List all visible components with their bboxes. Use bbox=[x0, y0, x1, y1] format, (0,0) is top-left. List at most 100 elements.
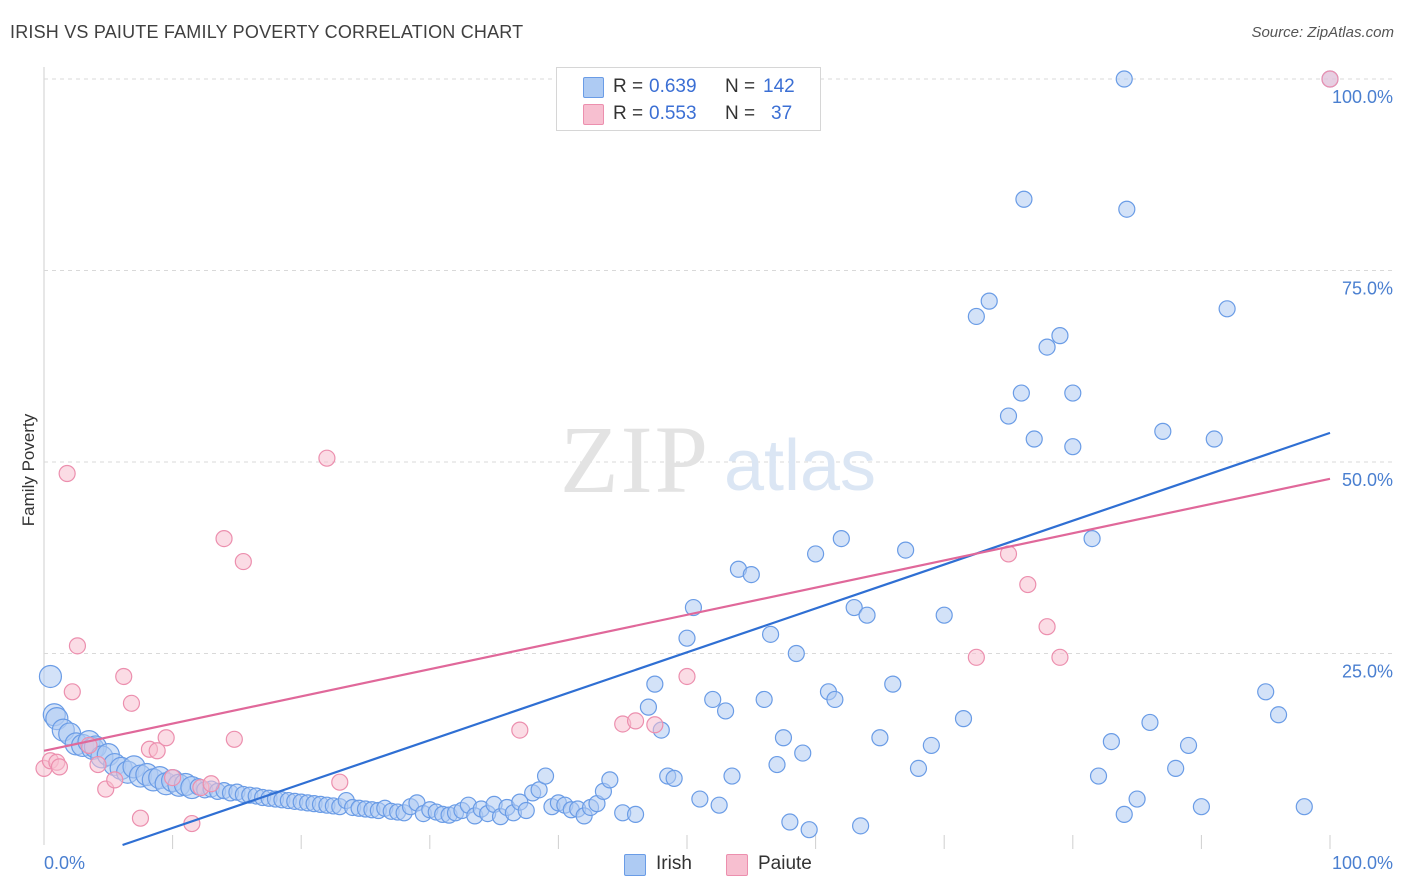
paiute-point bbox=[157, 729, 175, 747]
paiute-point bbox=[131, 809, 150, 827]
irish-point bbox=[1154, 422, 1172, 440]
watermark-zip: ZIP bbox=[560, 406, 710, 513]
legend-r-value: 0.553 bbox=[649, 103, 697, 124]
bottom-legend-paiute-label: Paiute bbox=[758, 853, 812, 874]
irish-point bbox=[806, 545, 825, 563]
irish-point bbox=[1167, 759, 1185, 778]
paiute-point bbox=[89, 755, 107, 774]
irish-point bbox=[536, 767, 555, 785]
paiute-point bbox=[318, 449, 336, 467]
y-tick-labels: 25.0% 50.0% 75.0% 100.0% bbox=[1332, 87, 1393, 682]
paiute-point bbox=[626, 712, 645, 730]
irish-point bbox=[999, 407, 1018, 425]
irish-point bbox=[716, 702, 735, 720]
legend-r-label: R = bbox=[613, 103, 644, 124]
watermark: ZIP atlas bbox=[560, 406, 876, 513]
legend-n-label: N = bbox=[725, 76, 756, 97]
paiute-point bbox=[1321, 70, 1339, 88]
paiute-point bbox=[63, 683, 81, 701]
irish-swatch-icon bbox=[583, 77, 604, 98]
paiute-point bbox=[678, 667, 696, 686]
irish-point bbox=[1179, 736, 1198, 755]
irish-point bbox=[639, 698, 658, 716]
irish-point bbox=[1115, 805, 1133, 823]
irish-point bbox=[1089, 767, 1108, 785]
irish-point bbox=[1295, 798, 1313, 816]
irish-point bbox=[832, 529, 850, 548]
irish-point bbox=[1051, 327, 1069, 345]
paiute-point bbox=[646, 716, 664, 734]
irish-point bbox=[1064, 384, 1082, 402]
irish-point bbox=[517, 801, 535, 820]
paiute-trend-line bbox=[43, 477, 1331, 752]
irish-point bbox=[1038, 338, 1056, 356]
irish-point bbox=[1015, 190, 1033, 208]
paiute-point bbox=[1051, 648, 1069, 666]
y-tick-label: 75.0% bbox=[1342, 279, 1393, 299]
irish-point bbox=[38, 664, 63, 689]
legend-row-irish: R = 0.639 N = 142 bbox=[557, 74, 820, 100]
paiute-swatch-icon bbox=[583, 104, 604, 125]
paiute-point bbox=[202, 775, 220, 793]
trend-lines bbox=[43, 431, 1331, 847]
x-tick-right: 100.0% bbox=[1332, 853, 1393, 873]
legend-r-label: R = bbox=[613, 76, 644, 97]
paiute-point bbox=[50, 758, 69, 776]
irish-point bbox=[1102, 732, 1120, 751]
bottom-legend-paiute[interactable]: Paiute bbox=[726, 852, 836, 876]
irish-point bbox=[1141, 713, 1159, 732]
irish-points bbox=[38, 70, 1339, 839]
paiute-point bbox=[68, 637, 87, 655]
irish-point bbox=[1192, 798, 1211, 816]
paiute-legend-icon bbox=[726, 854, 748, 876]
irish-point bbox=[678, 629, 696, 647]
irish-point bbox=[723, 767, 741, 785]
legend-n-label: N = bbox=[725, 103, 756, 124]
irish-point bbox=[774, 729, 793, 747]
paiute-point bbox=[148, 742, 166, 760]
irish-point bbox=[704, 690, 722, 709]
irish-point bbox=[800, 821, 818, 839]
irish-point bbox=[922, 736, 940, 755]
legend-r-value: 0.639 bbox=[649, 76, 697, 97]
irish-point bbox=[1115, 70, 1133, 88]
irish-point bbox=[1257, 683, 1275, 701]
y-tick-label: 25.0% bbox=[1342, 662, 1393, 682]
irish-point bbox=[967, 307, 985, 326]
paiute-point bbox=[164, 768, 182, 787]
irish-point bbox=[768, 755, 786, 774]
irish-point bbox=[1012, 384, 1030, 402]
grid-lines bbox=[43, 67, 1392, 849]
paiute-point bbox=[967, 648, 985, 666]
paiute-point bbox=[1038, 618, 1056, 636]
bottom-legend-irish-label: Irish bbox=[656, 853, 692, 874]
paiute-point bbox=[58, 464, 76, 483]
irish-point bbox=[755, 690, 773, 709]
source-label: Source: ZipAtlas.com bbox=[1251, 24, 1394, 41]
irish-point bbox=[787, 644, 805, 663]
paiute-point bbox=[215, 529, 233, 548]
irish-point bbox=[1083, 529, 1101, 548]
irish-point bbox=[871, 729, 889, 747]
irish-point bbox=[897, 541, 915, 559]
irish-point bbox=[646, 675, 664, 693]
irish-point bbox=[626, 805, 645, 823]
irish-point bbox=[742, 566, 760, 584]
paiute-point bbox=[511, 721, 529, 739]
paiute-point bbox=[234, 552, 252, 571]
watermark-atlas: atlas bbox=[724, 426, 876, 506]
irish-point bbox=[1218, 300, 1236, 318]
legend-n-value: 142 bbox=[763, 76, 795, 97]
irish-point bbox=[1064, 438, 1082, 456]
bottom-legend-irish[interactable]: Irish bbox=[624, 852, 724, 876]
irish-trend-line bbox=[122, 431, 1331, 847]
irish-point bbox=[826, 690, 844, 709]
irish-point bbox=[909, 759, 928, 778]
irish-point bbox=[761, 625, 780, 643]
y-tick-label: 50.0% bbox=[1342, 470, 1393, 490]
paiute-point bbox=[106, 771, 124, 789]
chart-title: IRISH VS PAIUTE FAMILY POVERTY CORRELATI… bbox=[10, 22, 524, 42]
irish-point bbox=[858, 606, 876, 624]
irish-point bbox=[1205, 430, 1223, 448]
irish-point bbox=[980, 292, 998, 310]
